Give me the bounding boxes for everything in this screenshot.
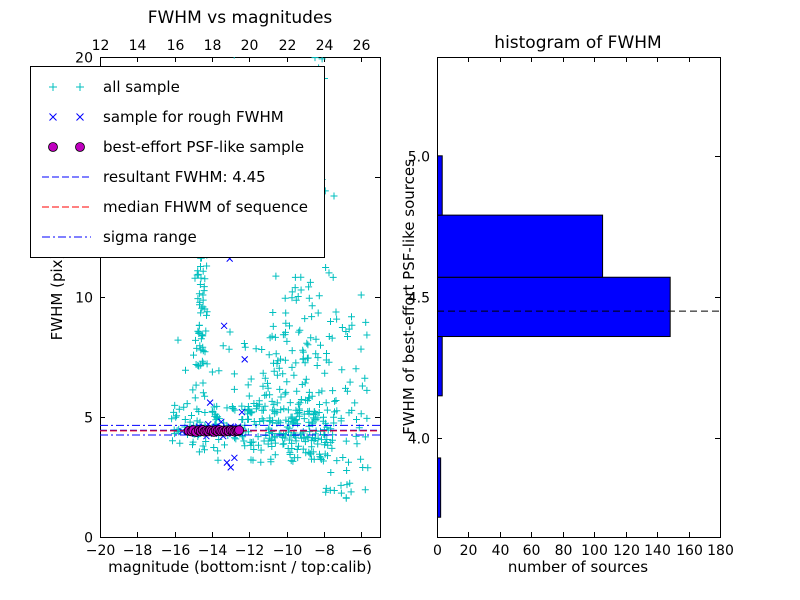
x-tick-label: 60 xyxy=(523,543,541,559)
left-plot-xlabel: magnitude (bottom:isnt / top:calib) xyxy=(108,558,372,576)
x-tick-label: 12 xyxy=(92,38,110,54)
x-tick-label: 120 xyxy=(613,543,640,559)
legend-label: sigma range xyxy=(103,228,197,246)
legend-dashed-marker-icon xyxy=(42,206,91,208)
psf-sample-point xyxy=(234,425,245,436)
x-tick-label: 100 xyxy=(581,543,608,559)
x-tick-label: 26 xyxy=(353,38,371,54)
left-plot-ylabel: FWHM (pix) xyxy=(48,253,66,341)
right-plot-title: histogram of FWHM xyxy=(494,33,662,53)
left-plot-title: FWHM vs magnitudes xyxy=(147,8,333,28)
y-tick-label: 10 xyxy=(75,291,93,307)
x-tick-label: −20 xyxy=(86,543,116,559)
legend-label: all sample xyxy=(103,78,180,96)
legend-label: resultant FWHM: 4.45 xyxy=(103,168,266,186)
x-tick-label: 16 xyxy=(167,38,185,54)
legend-dashdot-marker-icon xyxy=(42,236,91,238)
legend-plus-marker-icon xyxy=(49,83,84,91)
x-tick-label: −14 xyxy=(198,543,228,559)
legend-item-4: median FHWM of sequence xyxy=(39,192,308,222)
x-tick-label: 160 xyxy=(676,543,703,559)
legend-label: best-effort PSF-like sample xyxy=(103,138,305,156)
legend-item-1: sample for rough FWHM xyxy=(39,102,308,132)
x-tick-label: 140 xyxy=(644,543,671,559)
y-tick-label: 5 xyxy=(84,411,93,427)
histogram-bar xyxy=(437,214,604,278)
legend: all sample sample for rough FWHM best-effo… xyxy=(30,66,325,258)
x-tick-label: 24 xyxy=(316,38,334,54)
legend-circle-marker-icon xyxy=(48,142,85,152)
right-plot-ylabel: FWHM of best-effort PSF-like sources xyxy=(400,159,418,435)
y-tick-label: 4.0 xyxy=(408,432,430,448)
legend-dashed-marker-icon xyxy=(42,176,91,178)
x-tick-label: 18 xyxy=(204,38,222,54)
right-plot-xlabel: number of sources xyxy=(507,558,649,576)
x-tick-label: 14 xyxy=(129,38,147,54)
x-tick-label: −12 xyxy=(235,543,265,559)
histogram-bar xyxy=(437,276,671,338)
histogram-bar xyxy=(437,457,442,518)
x-tick-label: 20 xyxy=(241,38,259,54)
psf-scatter-layer xyxy=(183,425,245,437)
x-tick-label: 80 xyxy=(555,543,573,559)
x-tick-label: −10 xyxy=(273,543,303,559)
x-tick-label: −8 xyxy=(314,543,335,559)
legend-label: sample for rough FWHM xyxy=(103,108,284,126)
legend-item-2: best-effort PSF-like sample xyxy=(39,132,308,162)
legend-item-3: resultant FWHM: 4.45 xyxy=(39,162,308,192)
histogram-bar xyxy=(437,336,443,397)
histogram-bar xyxy=(437,155,443,216)
x-tick-label: 22 xyxy=(279,38,297,54)
legend-item-0: all sample xyxy=(39,72,308,102)
legend-label: median FHWM of sequence xyxy=(103,198,308,216)
y-tick-label: 4.5 xyxy=(408,291,430,307)
x-tick-label: 180 xyxy=(707,543,734,559)
x-tick-label: 0 xyxy=(433,543,442,559)
x-tick-label: −6 xyxy=(351,543,372,559)
x-tick-label: 40 xyxy=(492,543,510,559)
legend-item-5: sigma range xyxy=(39,222,308,252)
x-tick-label: −18 xyxy=(123,543,153,559)
x-tick-label: 20 xyxy=(460,543,478,559)
x-tick-label: −16 xyxy=(161,543,191,559)
y-tick-label: 0 xyxy=(84,531,93,547)
y-tick-label: 20 xyxy=(75,51,93,67)
y-tick-label: 5.0 xyxy=(408,150,430,166)
legend-x-marker-icon xyxy=(49,113,84,121)
